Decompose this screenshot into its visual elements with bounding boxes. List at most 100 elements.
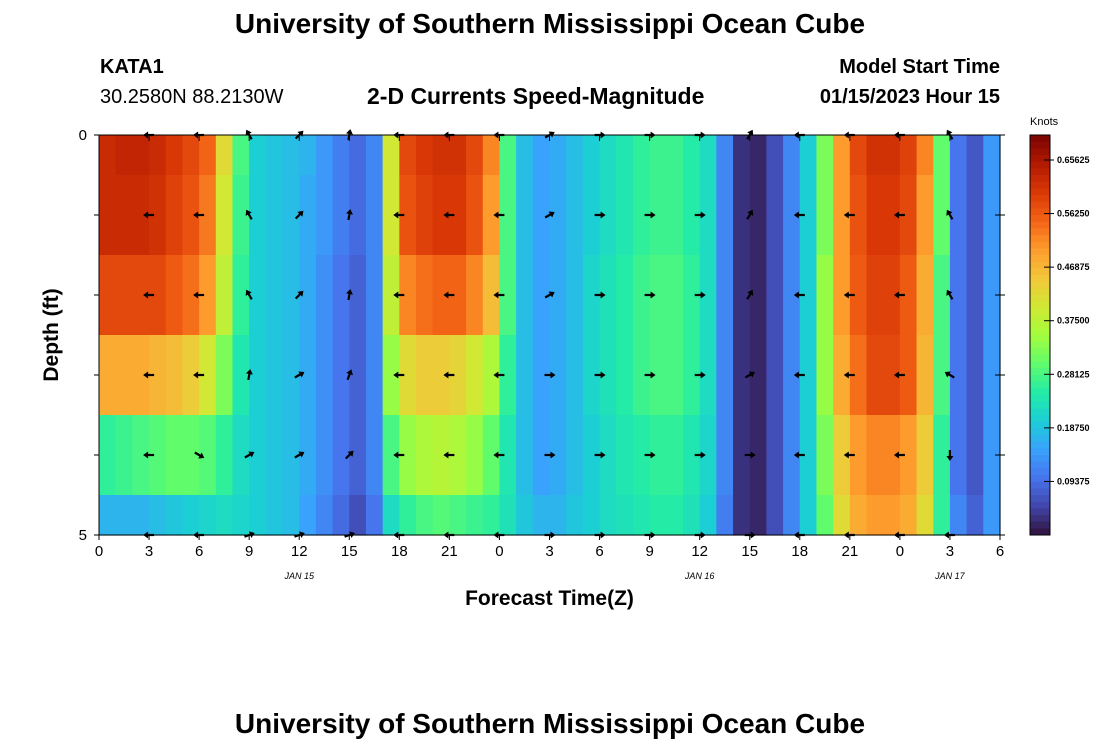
current-arrow — [843, 291, 855, 299]
heatmap-cell — [349, 175, 367, 256]
arrow-head — [946, 289, 953, 296]
heatmap-cell — [432, 415, 450, 496]
heatmap-cell — [199, 255, 217, 336]
heatmap-cell — [315, 135, 334, 176]
heatmap-cell — [532, 415, 551, 496]
heatmap-cell — [599, 135, 617, 176]
heatmap-cell — [132, 335, 150, 416]
heatmap-cell — [199, 415, 217, 496]
arrow-head — [393, 211, 399, 219]
heatmap-cell — [149, 135, 167, 176]
station-id: KATA1 — [100, 56, 164, 78]
colorbar-segment — [1030, 228, 1050, 236]
heatmap-cell — [399, 495, 417, 536]
current-arrow — [946, 209, 954, 220]
arrow-head — [843, 371, 849, 379]
heatmap-cell — [516, 415, 534, 496]
current-arrow — [594, 451, 606, 459]
arrow-head — [747, 209, 754, 216]
current-arrow — [594, 291, 606, 299]
current-arrow — [245, 209, 253, 220]
colorbar-segment — [1030, 168, 1050, 176]
colorbar-segment — [1030, 268, 1050, 276]
heatmap-cell — [649, 335, 667, 416]
arrow-head — [793, 211, 799, 219]
arrow-head — [650, 211, 656, 219]
heatmap-cell — [849, 135, 868, 176]
heatmap-cell — [365, 175, 384, 256]
heatmap-cell — [516, 335, 534, 416]
colorbar-segment — [1030, 148, 1050, 156]
x-axis-label: Forecast Time(Z) — [465, 587, 634, 610]
colorbar-segment — [1030, 421, 1050, 429]
heatmap-cell — [866, 495, 884, 536]
heatmap-cell — [833, 335, 851, 416]
arrow-head — [143, 211, 149, 219]
heatmap-cell — [299, 255, 317, 336]
heatmap-cell — [733, 335, 751, 416]
x-tick-label: 9 — [245, 543, 253, 560]
heatmap-cell — [966, 255, 984, 336]
heatmap-cell — [666, 175, 684, 256]
arrow-head — [493, 451, 499, 459]
heatmap-cell — [699, 175, 717, 256]
heatmap-cell — [616, 415, 634, 496]
heatmap-cell — [199, 335, 217, 416]
heatmap-cell — [966, 175, 984, 256]
current-arrow — [294, 210, 304, 220]
arrow-head — [193, 371, 199, 379]
colorbar-tick-label: 0.09375 — [1057, 476, 1090, 486]
heatmap-cell — [632, 175, 651, 256]
y-axis-label: Depth (ft) — [40, 288, 63, 381]
heatmap-cell — [182, 255, 200, 336]
heatmap-cell — [866, 135, 884, 176]
y-tick-label: 5 — [79, 527, 87, 544]
heatmap-cell — [482, 415, 501, 496]
current-arrow — [644, 451, 656, 459]
heatmap-cell — [599, 175, 617, 256]
heatmap-cell — [349, 135, 367, 176]
arrow-head — [550, 371, 556, 379]
heatmap-cell — [199, 135, 217, 176]
heatmap-cell — [99, 175, 117, 256]
heatmap-cell — [649, 135, 667, 176]
arrow-head — [748, 371, 755, 378]
current-arrow — [393, 451, 405, 459]
arrow-head — [793, 451, 799, 459]
heatmap-cell — [733, 135, 751, 176]
current-arrow — [245, 129, 253, 140]
heatmap-cell — [416, 495, 434, 536]
arrow-head — [843, 451, 849, 459]
heatmap-cell — [766, 415, 784, 496]
arrow-head — [298, 371, 305, 378]
heatmap-cell — [432, 495, 450, 536]
heatmap-cell — [933, 255, 951, 336]
heatmap-cell — [99, 135, 117, 176]
heatmap-cell — [816, 415, 834, 496]
colorbar-segment — [1030, 295, 1050, 303]
arrow-head — [600, 371, 606, 379]
colorbar-segment — [1030, 135, 1050, 143]
heatmap-cell — [149, 255, 167, 336]
heatmap-cell — [849, 175, 868, 256]
colorbar-segment — [1030, 521, 1050, 529]
colorbar-segment — [1030, 141, 1050, 149]
heatmap-cell — [99, 415, 117, 496]
heatmap-cell — [516, 175, 534, 256]
current-arrow — [346, 289, 353, 301]
heatmap-cell — [282, 415, 300, 496]
arrow-head — [600, 211, 606, 219]
heatmap-cell — [349, 335, 367, 416]
heatmap-cell — [566, 135, 584, 176]
heatmap-cell — [833, 175, 851, 256]
colorbar-frame — [1029, 134, 1051, 536]
heatmap-cell — [432, 255, 450, 336]
heatmap-cell — [949, 415, 968, 496]
heatmap-cell — [215, 175, 234, 256]
arrow-head — [143, 371, 149, 379]
arrow-head — [893, 211, 899, 219]
colorbar-tick-label: 0.65625 — [1057, 155, 1090, 165]
heatmap-cell — [916, 255, 934, 336]
heatmap-cell — [115, 135, 133, 176]
heatmap-cell — [699, 415, 717, 496]
